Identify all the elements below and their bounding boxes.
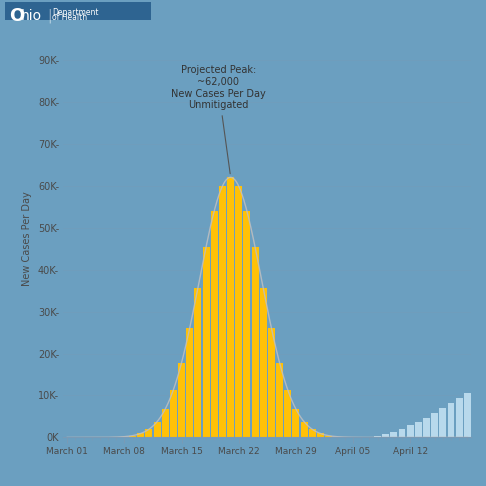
Bar [439,408,446,437]
Text: O: O [9,6,24,25]
Bar [374,436,381,437]
Text: Projected Peak:
~62,000
New Cases Per Day
Unmitigated: Projected Peak: ~62,000 New Cases Per Da… [171,66,266,174]
Bar [235,186,242,437]
Bar [203,247,209,437]
Bar [276,363,283,437]
Bar [194,288,201,437]
Bar [415,422,422,437]
Bar [293,409,299,437]
Bar [268,328,275,437]
Bar [243,211,250,437]
Bar [423,417,430,437]
Bar [162,409,169,437]
Bar [390,432,398,437]
Bar [211,211,218,437]
Bar [186,328,193,437]
Bar [431,413,438,437]
Bar [325,435,332,437]
Bar [317,434,324,437]
Text: Department: Department [52,8,99,17]
Bar [260,288,267,437]
Bar [300,422,308,437]
Bar [407,425,414,437]
Bar [137,434,144,437]
Text: hio: hio [20,9,41,22]
Bar [129,435,136,437]
Bar [309,429,316,437]
Bar [382,434,389,437]
Bar [154,422,160,437]
Text: |: | [48,8,52,23]
Bar [170,390,177,437]
Bar [448,403,454,437]
Bar [464,393,471,437]
Bar [252,247,259,437]
Bar [219,186,226,437]
Bar [178,363,185,437]
Bar [284,390,291,437]
Text: of Health: of Health [52,14,87,22]
Bar [145,429,153,437]
Bar [227,177,234,437]
Bar [456,398,463,437]
Bar [399,429,405,437]
Y-axis label: New Cases Per Day: New Cases Per Day [22,191,32,285]
